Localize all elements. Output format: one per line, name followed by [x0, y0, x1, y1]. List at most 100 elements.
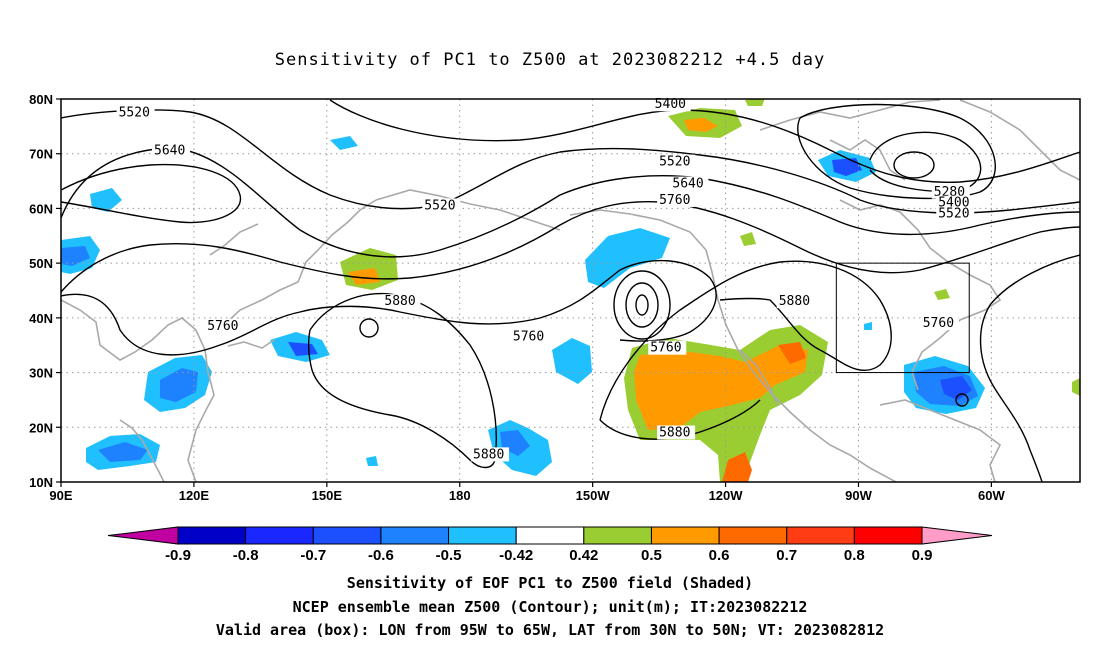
colorbar-bin: [245, 526, 314, 545]
contour-5760: [61, 201, 1080, 293]
contour-label-bg: [657, 192, 696, 207]
contour-label: 5640: [154, 144, 185, 159]
low-ring: [635, 294, 649, 316]
contour-label-bg: [152, 143, 191, 158]
sensitivity-shading: [61, 99, 1080, 482]
negative-region: [366, 456, 378, 466]
contour-5400: [329, 99, 1080, 183]
low-ring: [625, 282, 659, 328]
colorbar-label: -0.8: [233, 547, 259, 564]
colorbar-label: 0.5: [641, 547, 662, 564]
positive-region: [684, 118, 718, 132]
positive-region: [745, 99, 765, 106]
contour-label: 5520: [659, 155, 690, 170]
colorbar-label: 0.9: [912, 547, 933, 564]
colorbar-label: 0.7: [776, 547, 797, 564]
lat-tick-label: 40N: [29, 311, 53, 326]
negative-region: [585, 228, 670, 288]
colorbar-label: 0.42: [569, 547, 598, 564]
contour-label-bg: [920, 316, 959, 331]
contour-label: 5760: [513, 330, 544, 345]
contour-label-bg: [936, 206, 975, 221]
coastline: [569, 209, 897, 482]
low-ring: [869, 131, 982, 192]
negative-region: [61, 246, 90, 266]
lat-tick-label: 20N: [29, 420, 53, 435]
positive-region: [634, 345, 808, 430]
negative-region: [330, 136, 358, 150]
contour-label-bg: [471, 447, 510, 462]
contour-label-bg: [931, 184, 970, 199]
coastline: [959, 99, 1080, 181]
contour-label: 5400: [655, 97, 686, 112]
contour-label-bg: [205, 318, 244, 333]
lon-tick-label: 120W: [709, 488, 744, 503]
contour-label: 5880: [659, 425, 690, 440]
coastline: [209, 223, 259, 256]
contour-label-bg: [776, 294, 815, 309]
positive-region: [934, 289, 950, 300]
low-ring: [613, 270, 671, 340]
lon-tick-label: 180: [449, 488, 471, 503]
coastlines: [61, 99, 1080, 482]
colorbar-bin: [312, 526, 382, 545]
graticule: [61, 99, 1080, 482]
positive-region: [778, 342, 806, 364]
coastline: [739, 349, 779, 407]
coastline: [829, 139, 906, 181]
caption-valid-area: Valid area (box): LON from 95W to 65W, L…: [215, 621, 885, 639]
contour-label: 5880: [779, 294, 810, 309]
lon-tick-label: 150W: [576, 488, 611, 503]
contour-label: 5880: [473, 447, 504, 462]
map-frame: [60, 98, 1081, 483]
lat-tick-label: 30N: [29, 366, 53, 381]
low-ring: [797, 103, 996, 200]
contour-label: 5760: [659, 193, 690, 208]
contour-label: 5760: [207, 319, 238, 334]
caption-contour: NCEP ensemble mean Z500 (Contour); unit(…: [292, 598, 808, 616]
positive-region: [722, 452, 752, 482]
coastline: [759, 99, 941, 131]
contour-label: 5520: [424, 198, 455, 213]
colorbar-label: -0.9: [165, 547, 191, 564]
positive-region: [348, 268, 380, 285]
map-title: Sensitivity of PC1 to Z500 at 2023082212…: [274, 50, 826, 70]
valid-area-box: [835, 262, 970, 374]
negative-region: [288, 342, 318, 356]
lon-tick-label: 120E: [179, 488, 210, 503]
colorbar-label: -0.5: [436, 547, 462, 564]
colorbar-label: 0.8: [844, 547, 865, 564]
contour-5880: [599, 399, 761, 440]
lat-tick-label: 60N: [29, 201, 53, 216]
colorbar-min-arrow: [107, 526, 179, 545]
contour-label-bg: [936, 195, 975, 210]
contour-label-bg: [648, 340, 687, 355]
contour-labels: 5520564055205400552056405760588057605760…: [116, 97, 975, 462]
positive-region: [740, 232, 756, 246]
contour-5880: [307, 292, 497, 469]
lon-tick-label: 60W: [978, 488, 1005, 503]
negative-region: [90, 188, 122, 212]
colorbar-label: 0.6: [709, 547, 730, 564]
contour-label-bg: [382, 294, 421, 309]
high-ring: [955, 393, 969, 407]
colorbar-bin: [515, 526, 585, 545]
low-ring: [893, 151, 935, 179]
contour-label: 5880: [384, 294, 415, 309]
colorbar-label: -0.6: [368, 547, 394, 564]
latitude-axis: 80N 70N 60N 50N 40N 30N 20N 10N: [29, 92, 61, 490]
lat-tick-label: 70N: [29, 147, 53, 162]
colorbar-max-arrow: [921, 526, 993, 545]
contour-label-bg: [116, 105, 155, 120]
contour-5880: [979, 254, 1080, 482]
negative-region: [552, 338, 592, 384]
contour-5640: [61, 163, 242, 224]
contour-5520: [61, 109, 1080, 214]
coastline: [223, 199, 377, 326]
contour-5760: [61, 259, 717, 356]
positive-region: [1072, 378, 1080, 396]
contour-5880: [599, 260, 892, 421]
high-ring: [359, 318, 379, 338]
colorbar-bin: [177, 526, 247, 545]
